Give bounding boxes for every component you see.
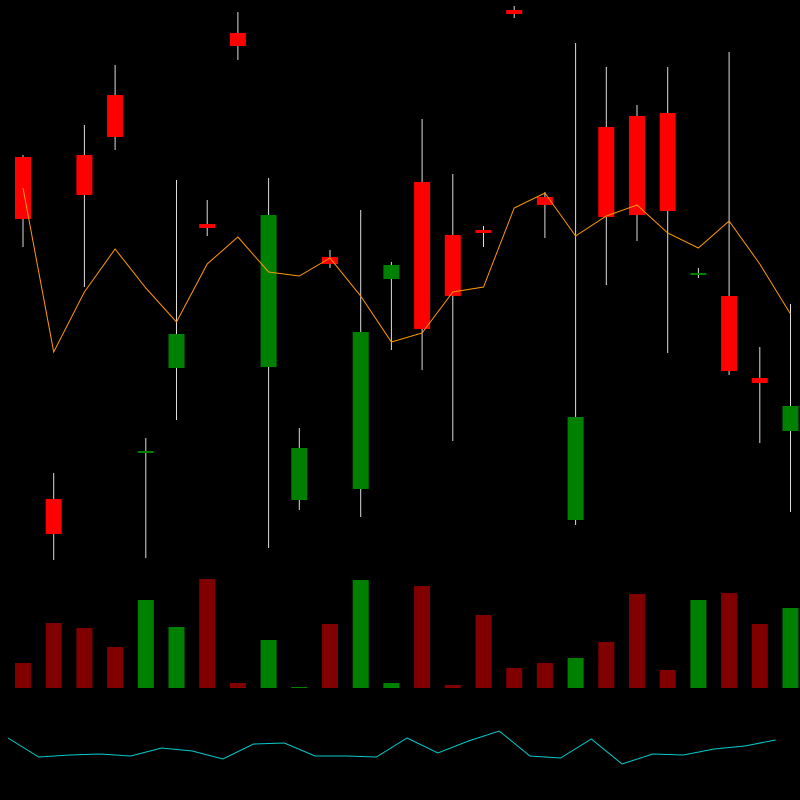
candle-body [383, 265, 400, 279]
candle-body [352, 332, 369, 489]
candle-body [782, 406, 799, 431]
candle-body [260, 215, 277, 367]
candle-body [567, 417, 584, 520]
volume-bar [260, 640, 277, 688]
candle-body [107, 95, 124, 137]
candle-body [598, 127, 615, 217]
volume-bar [536, 663, 553, 688]
volume-bar [15, 663, 31, 688]
candle-body [659, 113, 676, 211]
candle-body [199, 224, 216, 228]
candle-body [291, 448, 308, 500]
indicator-line [7, 730, 776, 765]
candle-body [45, 499, 62, 534]
volume-bar [690, 600, 707, 688]
volume-bar [414, 586, 431, 688]
volume-bar [76, 628, 93, 688]
volume-bar [168, 627, 185, 688]
volume-bar [475, 615, 492, 688]
candle-body [76, 155, 93, 195]
volume-bar [291, 687, 308, 688]
volume-bar [598, 642, 615, 688]
volume-bar [137, 600, 154, 688]
candle-body [168, 334, 185, 368]
volume-bar [782, 608, 799, 688]
volume-bar [506, 668, 523, 688]
candle-body [414, 182, 431, 329]
volume-bar [567, 658, 584, 688]
volume-bar [107, 647, 124, 688]
volume-bar [199, 579, 216, 688]
candle-body [751, 378, 768, 383]
candle-body [137, 451, 154, 453]
candle-body [629, 116, 645, 215]
volume-bar [629, 594, 645, 688]
candle-body [229, 33, 246, 46]
moving-average-line [22, 187, 791, 354]
volume-bar [659, 670, 676, 688]
volume-bar [721, 593, 738, 688]
candle-body [322, 257, 338, 264]
volume-bar [229, 683, 246, 688]
candle-body [506, 10, 523, 14]
volume-bar [45, 623, 62, 688]
candle-body [536, 197, 553, 205]
candle-body [721, 296, 738, 371]
candle-body [690, 273, 707, 275]
candle-body [475, 230, 492, 233]
candle-body [444, 235, 461, 296]
volume-bar [444, 685, 461, 688]
volume-bar [322, 624, 338, 688]
volume-bar [352, 580, 369, 688]
volume-bar [751, 624, 768, 688]
volume-bar [383, 683, 400, 688]
